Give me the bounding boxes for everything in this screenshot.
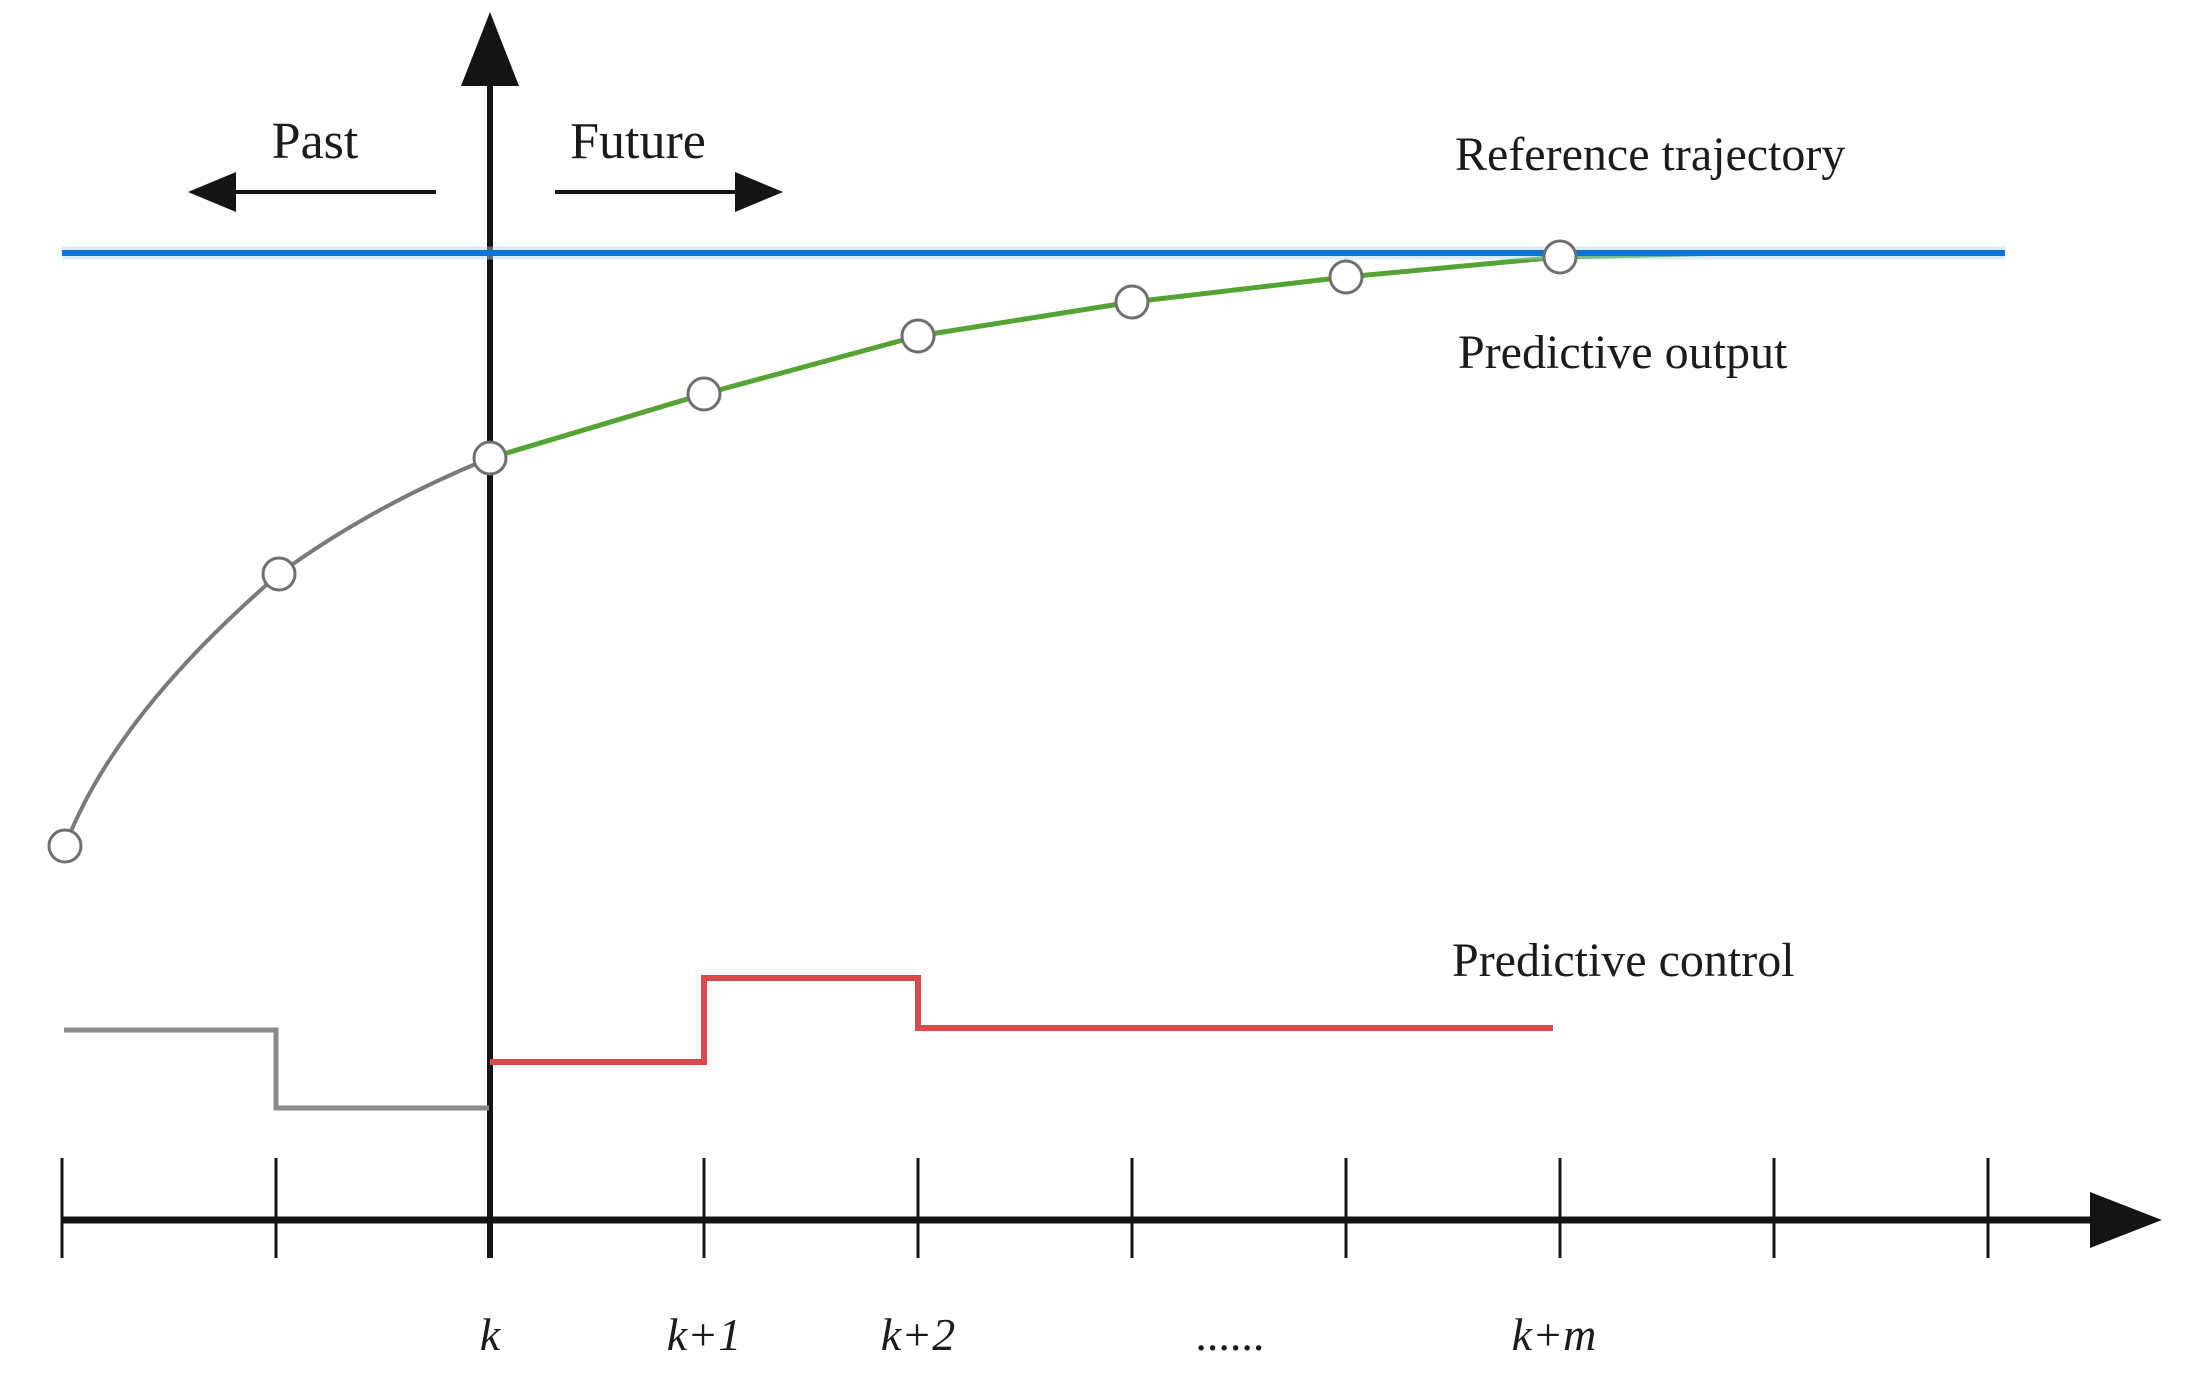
output-sample-marker: [47, 828, 83, 864]
output-sample-marker: [261, 556, 297, 592]
future-label: Future: [570, 113, 706, 170]
reference-trajectory-label: Reference trajectory: [1455, 128, 1845, 181]
output-sample-marker: [686, 376, 722, 412]
value-axis: [461, 12, 519, 1258]
output-sample-marker: [472, 440, 508, 476]
output-sample-marker: [1114, 284, 1150, 320]
tick-label: k+1: [667, 1309, 741, 1360]
predictive-control-label: Predictive control: [1452, 934, 1795, 987]
time-axis-arrowhead-icon: [2090, 1192, 2162, 1248]
tick-label: k: [480, 1309, 502, 1360]
time-axis-ticks: [60, 1158, 1990, 1258]
output-sample-markers: [47, 239, 1578, 864]
time-axis-tick-labels: k k+1 k+2...... k+m: [480, 1309, 1597, 1360]
tick-label: k+m: [1512, 1309, 1597, 1360]
past-output-curve: [63, 456, 491, 847]
past-control-step: [64, 1027, 489, 1111]
past-arrow-head-icon: [188, 172, 236, 212]
past-label: Past: [272, 113, 359, 170]
future-arrow: [555, 172, 783, 212]
tick-label: ......: [1197, 1309, 1266, 1360]
future-arrow-head-icon: [735, 172, 783, 212]
output-sample-marker: [1542, 239, 1578, 275]
output-sample-marker: [1328, 259, 1364, 295]
value-axis-arrowhead-icon: [461, 12, 519, 86]
past-arrow: [188, 172, 436, 212]
output-sample-marker: [900, 318, 936, 354]
predictive-control-step: [490, 975, 1553, 1065]
tick-label: k+2: [881, 1309, 955, 1360]
predictive-output-label: Predictive output: [1458, 326, 1788, 379]
time-axis: k k+1 k+2...... k+m: [60, 1158, 2162, 1360]
